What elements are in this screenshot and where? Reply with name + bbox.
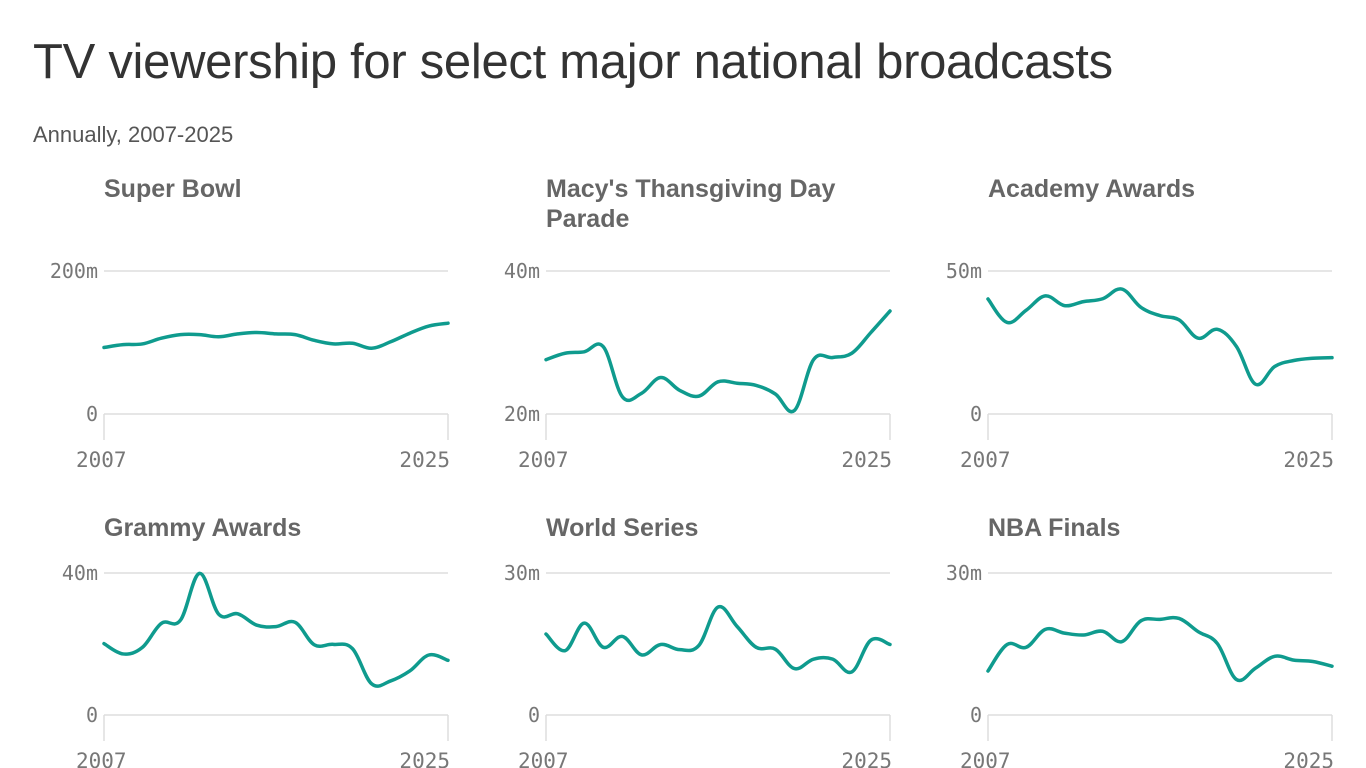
super-bowl-y-tick-label: 200m [50, 259, 98, 283]
panel-title-academy-awards: Academy Awards [988, 175, 1196, 203]
nba-finals-y-tick-label: 30m [946, 561, 982, 585]
macys-parade-y-tick-label: 20m [504, 402, 540, 426]
macys-parade-y-tick-label: 40m [504, 259, 540, 283]
academy-awards-y-tick-label: 50m [946, 259, 982, 283]
nba-finals-series-line [986, 615, 1334, 683]
panel-title-nba-finals: NBA Finals [988, 514, 1121, 542]
panel-title-world-series: World Series [546, 514, 699, 542]
panel-title-super-bowl: Super Bowl [104, 175, 242, 203]
academy-awards-series-line [986, 287, 1334, 387]
world-series-x-tick-label: 2007 [518, 749, 569, 768]
super-bowl-y-tick-label: 0 [86, 402, 98, 426]
grammy-awards-x-tick-label: 2025 [399, 749, 450, 768]
grammy-awards-y-tick-label: 0 [86, 703, 98, 727]
academy-awards-x-tick-label: 2007 [960, 448, 1011, 472]
chart-subtitle: Annually, 2007-2025 [33, 122, 234, 147]
chart-title: TV viewership for select major national … [33, 35, 1113, 89]
super-bowl-series-line [102, 321, 450, 350]
world-series-x-tick-label: 2025 [841, 749, 892, 768]
world-series-series-line [544, 604, 892, 675]
super-bowl-x-tick-label: 2025 [399, 448, 450, 472]
academy-awards-x-tick-label: 2025 [1283, 448, 1334, 472]
world-series-y-tick-label: 30m [504, 561, 540, 585]
world-series-y-tick-label: 0 [528, 703, 540, 727]
macys-parade-series-line [544, 309, 892, 414]
nba-finals-x-tick-label: 2025 [1283, 749, 1334, 768]
grammy-awards-series-line [102, 571, 450, 688]
macys-parade-x-tick-label: 2007 [518, 448, 569, 472]
grammy-awards-x-tick-label: 2007 [76, 749, 127, 768]
macys-parade-x-tick-label: 2025 [841, 448, 892, 472]
academy-awards-y-tick-label: 0 [970, 402, 982, 426]
panel-title-macys-parade: Macy's Thansgiving Day Parade [546, 175, 836, 233]
super-bowl-x-tick-label: 2007 [76, 448, 127, 472]
grammy-awards-y-tick-label: 40m [62, 561, 98, 585]
nba-finals-x-tick-label: 2007 [960, 749, 1011, 768]
nba-finals-y-tick-label: 0 [970, 703, 982, 727]
panel-title-grammy-awards: Grammy Awards [104, 514, 302, 542]
